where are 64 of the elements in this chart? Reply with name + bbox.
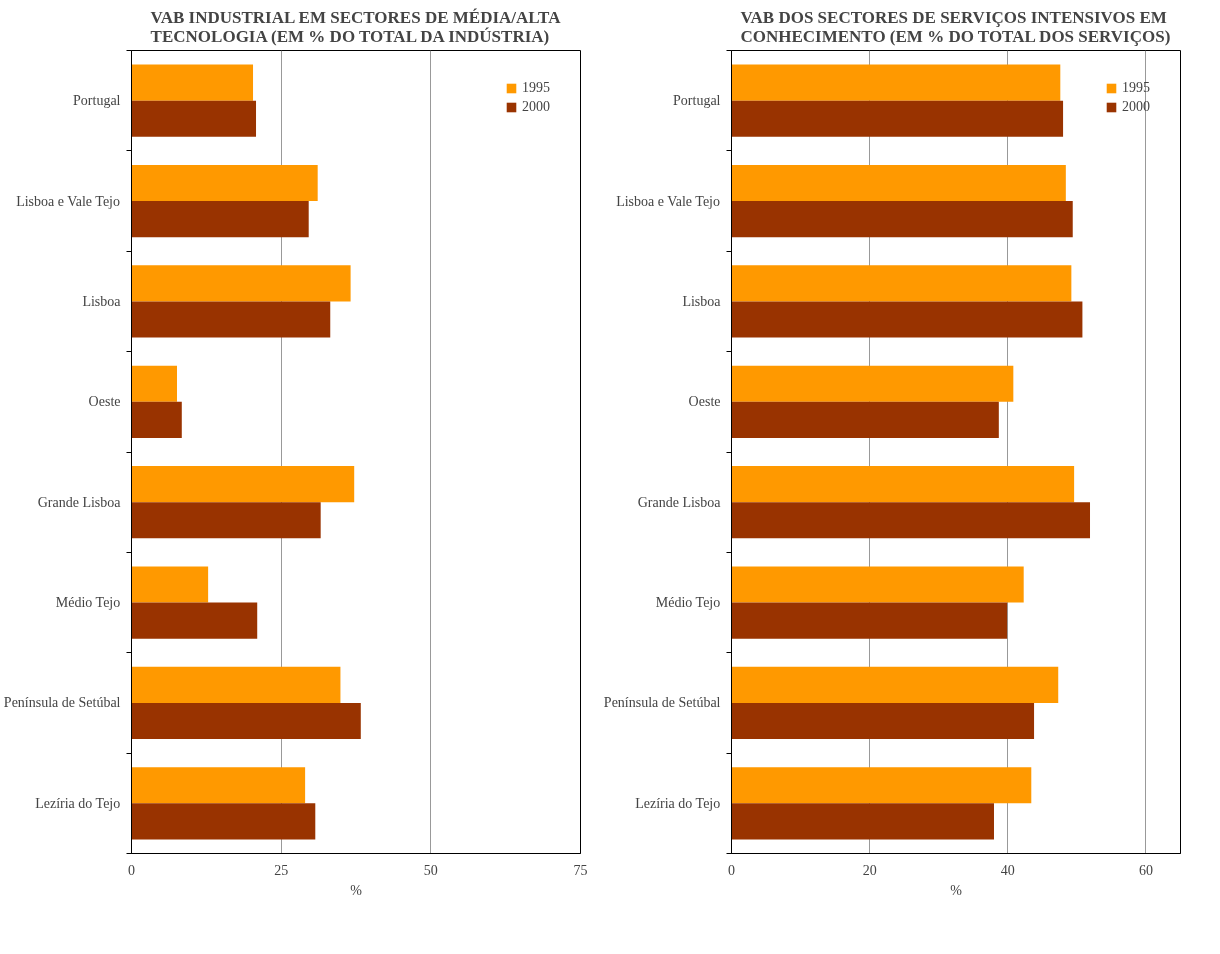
y-tick-label: Grande Lisboa xyxy=(37,494,122,510)
y-tick-label: Lisboa xyxy=(82,293,122,309)
x-axis-title: % xyxy=(950,882,963,898)
y-tick-label: Médio Tejo xyxy=(55,595,121,611)
x-tick-label: 75 xyxy=(573,862,588,878)
bar xyxy=(731,401,999,438)
bar xyxy=(731,301,1083,338)
bar xyxy=(731,767,1032,804)
bar xyxy=(731,602,1008,639)
bar xyxy=(731,365,1014,402)
y-tick-label: Lisboa xyxy=(682,293,722,309)
y-tick-label: Lezíria do Tejo xyxy=(635,795,721,811)
bar xyxy=(731,803,994,840)
bar xyxy=(731,265,1072,302)
y-tick-label: Portugal xyxy=(673,93,721,109)
legend-label: 2000 xyxy=(1122,99,1150,115)
bar xyxy=(131,666,341,703)
y-tick-label: Oeste xyxy=(88,394,121,410)
bar xyxy=(731,100,1064,137)
x-tick-label: 0 xyxy=(728,862,735,878)
bar xyxy=(731,666,1059,703)
y-tick-label: Portugal xyxy=(73,93,121,109)
legend-label: 2000 xyxy=(522,99,550,115)
bar xyxy=(131,466,355,503)
y-tick-label: Península de Setúbal xyxy=(3,695,121,711)
bar xyxy=(131,602,258,639)
bar xyxy=(731,502,1091,539)
x-axis-title: % xyxy=(350,882,363,898)
bar xyxy=(731,64,1061,101)
bar xyxy=(131,164,318,202)
bar xyxy=(131,100,257,137)
bar xyxy=(131,502,321,539)
bar xyxy=(131,64,254,101)
bar xyxy=(131,301,331,338)
legend-label: 1995 xyxy=(522,80,550,96)
bar xyxy=(731,566,1024,603)
x-tick-label: 40 xyxy=(1000,862,1015,878)
chart-title: VAB INDUSTRIAL EM SECTORES DE MÉDIA/ALTA TECNOLOGIA (EM % DO TOTAL DA INDÚSTRIA) xyxy=(150,7,562,46)
y-tick-label: Península de Setúbal xyxy=(603,695,721,711)
x-tick-label: 0 xyxy=(128,862,135,878)
x-tick-label: 20 xyxy=(862,862,877,878)
y-tick-label: Médio Tejo xyxy=(655,595,721,611)
bar xyxy=(131,265,351,302)
y-tick-label: Lisboa e Vale Tejo xyxy=(616,193,720,209)
bar xyxy=(731,702,1035,740)
y-tick-label: Grande Lisboa xyxy=(637,494,722,510)
x-tick-label: 60 xyxy=(1138,862,1153,878)
bar xyxy=(131,767,306,804)
bar xyxy=(731,466,1075,503)
y-tick-label: Lisboa e Vale Tejo xyxy=(16,193,120,209)
bar xyxy=(731,201,1073,238)
bar xyxy=(131,702,361,740)
bar xyxy=(131,401,182,438)
bar xyxy=(131,201,309,238)
bar xyxy=(131,365,177,402)
x-tick-label: 50 xyxy=(423,862,438,878)
legend-label: 1995 xyxy=(1122,80,1150,96)
bar xyxy=(131,566,209,603)
y-tick-label: Lezíria do Tejo xyxy=(35,795,121,811)
x-tick-label: 25 xyxy=(274,862,289,878)
bar xyxy=(131,803,316,840)
y-tick-label: Oeste xyxy=(688,394,721,410)
bar xyxy=(731,164,1066,202)
chart-title: VAB DOS SECTORES DE SERVIÇOS INTENSIVOS EM CONHECIMENTO (EM % DO TOTAL DOS SERVIÇOS) xyxy=(740,7,1171,46)
